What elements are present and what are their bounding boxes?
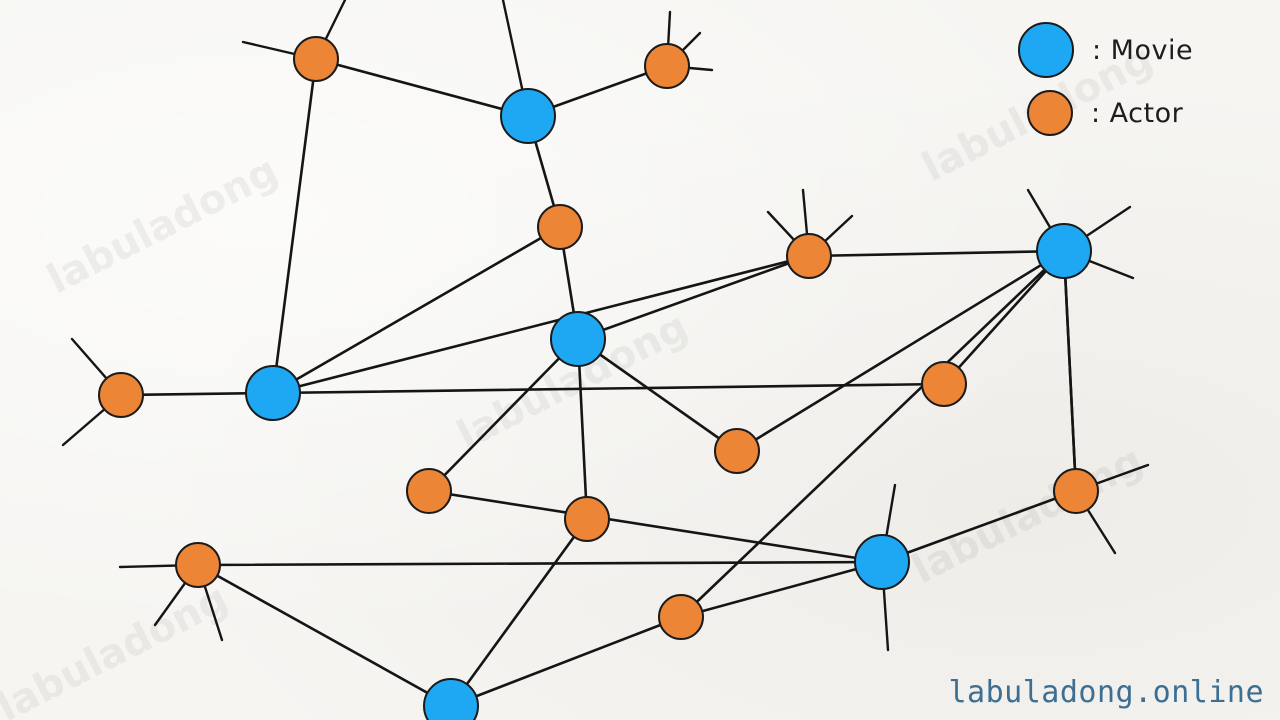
edge-A3-M3 (271, 225, 562, 395)
edge-M3-A7 (271, 382, 946, 395)
actor-marker-icon (1027, 90, 1073, 136)
legend-movie: : Movie (1018, 22, 1193, 78)
legend-movie-label: : Movie (1092, 34, 1194, 66)
legend-actor-label: : Actor (1091, 97, 1184, 129)
edge-A9-M4 (449, 517, 589, 708)
actor-node-A9 (564, 496, 610, 542)
legend: : Movie : Actor (1018, 22, 1268, 142)
movie-marker-icon (1018, 22, 1074, 78)
movie-node-M3 (245, 365, 301, 421)
actor-node-A6 (714, 428, 760, 474)
edge-A7-M6 (942, 249, 1066, 386)
edge-A11-M5 (679, 560, 884, 619)
legend-actor: : Actor (1027, 85, 1183, 141)
actor-node-A2 (644, 43, 690, 89)
edge-A8-M5 (427, 489, 884, 564)
actor-node-A1 (293, 36, 339, 82)
edge-M2-A8 (427, 337, 580, 493)
movie-node-M6 (1036, 223, 1092, 279)
actor-node-A8 (406, 468, 452, 514)
edge-M5-A12 (880, 489, 1078, 564)
edge-A5-M6 (807, 249, 1066, 258)
edge-A1-M1 (314, 57, 530, 118)
actor-node-A10 (175, 542, 221, 588)
edge-A5-M2 (576, 254, 811, 341)
edge-A1-M3 (271, 57, 318, 395)
edge-M6-A13 (1062, 249, 1078, 493)
edge-M4-A11 (449, 615, 683, 708)
movie-node-M1 (500, 88, 556, 144)
movie-node-M5 (854, 534, 910, 590)
edge-A10-M5 (196, 560, 884, 567)
actor-node-A4 (98, 372, 144, 418)
site-label[interactable]: labuladong.online (948, 675, 1264, 710)
actor-node-A5 (786, 233, 832, 279)
edge-M2-A6 (576, 337, 739, 453)
edge-M6-A11 (679, 249, 1066, 619)
actor-node-A12 (1053, 468, 1099, 514)
movie-node-M2 (550, 311, 606, 367)
edge-M3-A5 (271, 254, 811, 395)
edge-A6-M6 (735, 249, 1066, 453)
actor-node-A3 (537, 204, 583, 250)
edge-M4-A10 (196, 563, 453, 708)
edge-M2-A9 (576, 337, 589, 521)
movie-node-M4 (423, 678, 479, 720)
actor-node-A11 (658, 594, 704, 640)
actor-node-A7 (921, 361, 967, 407)
